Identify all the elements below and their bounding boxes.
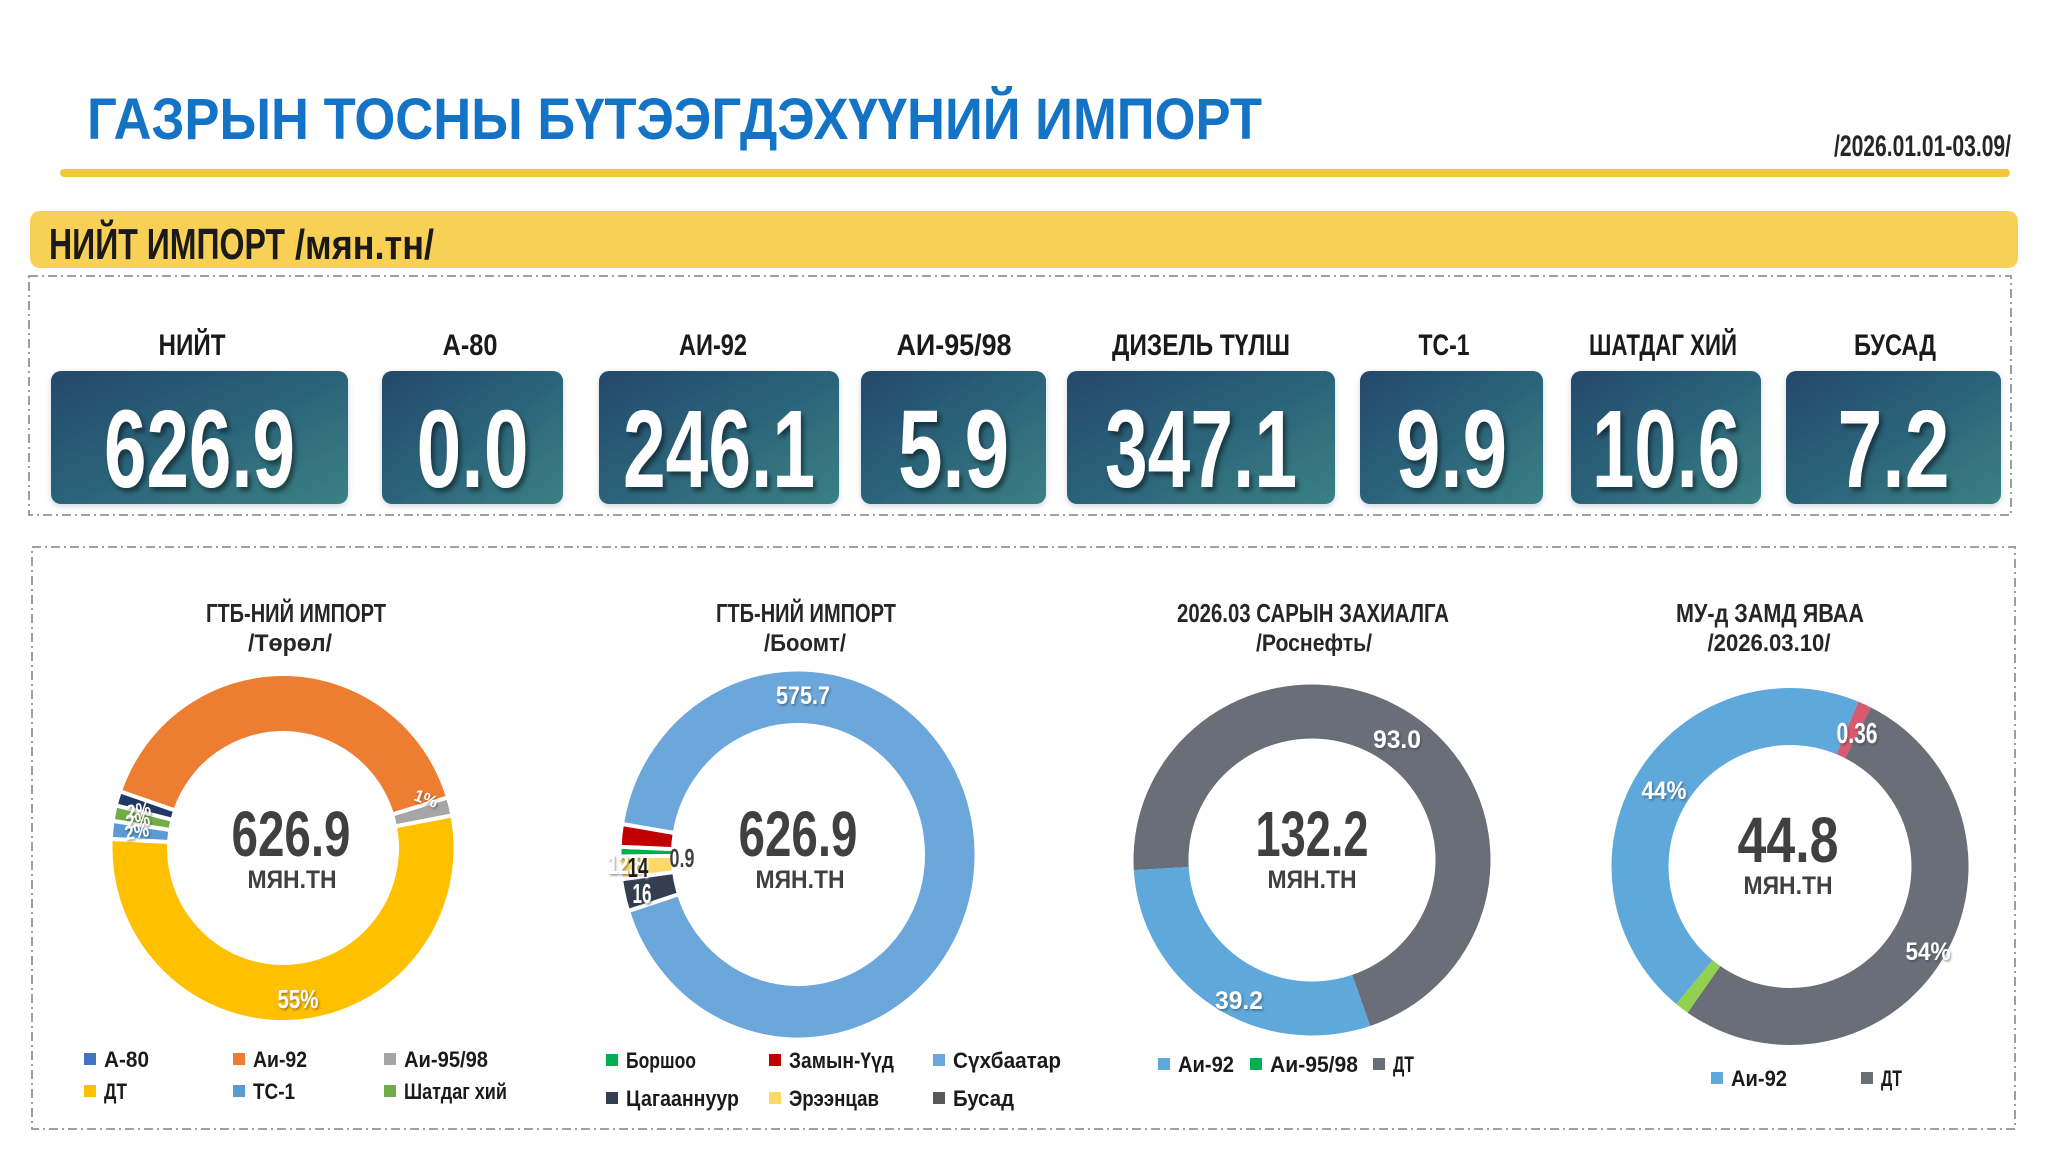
svg-text:/2026.03.10/: /2026.03.10/ [1708,630,1831,657]
svg-text:16: 16 [633,878,652,909]
svg-text:246.1: 246.1 [623,388,815,511]
svg-text:Бусад: Бусад [953,1086,1014,1111]
svg-text:МЯН.ТН: МЯН.ТН [1744,872,1833,900]
svg-text:Аи-95/98: Аи-95/98 [1270,1052,1358,1077]
svg-text:/2026.01.01-03.09/: /2026.01.01-03.09/ [1834,130,2011,163]
svg-text:Аи-95/98: Аи-95/98 [404,1047,488,1072]
svg-text:575.7: 575.7 [776,682,830,710]
svg-text:ГТБ-НИЙ ИМПОРТ: ГТБ-НИЙ ИМПОРТ [206,598,386,628]
svg-text:14: 14 [628,852,649,883]
svg-text:626.9: 626.9 [232,798,351,870]
svg-text:/Боомт/: /Боомт/ [764,630,846,657]
svg-text:54%: 54% [1906,938,1951,966]
svg-text:Замын-Үүд: Замын-Үүд [789,1048,894,1073]
svg-text:2%: 2% [124,808,152,834]
svg-text:НИЙТ: НИЙТ [159,328,226,362]
svg-text:ДТ: ДТ [1881,1066,1902,1091]
svg-text:Цагааннуур: Цагааннуур [626,1086,739,1111]
svg-text:МУ-д ЗАМД ЯВАА: МУ-д ЗАМД ЯВАА [1676,598,1864,628]
svg-text:А-80: А-80 [104,1047,149,1072]
svg-text:39.2: 39.2 [1215,987,1263,1015]
svg-text:132.2: 132.2 [1256,798,1369,870]
svg-text:ТС-1: ТС-1 [253,1079,295,1104]
svg-text:626.9: 626.9 [104,388,295,511]
svg-text:ШАТДАГ ХИЙ: ШАТДАГ ХИЙ [1589,328,1737,362]
svg-text:АИ-95/98: АИ-95/98 [897,329,1012,362]
svg-text:0.0: 0.0 [417,388,529,511]
svg-text:Аи-92: Аи-92 [253,1047,307,1072]
svg-text:ГТБ-НИЙ ИМПОРТ: ГТБ-НИЙ ИМПОРТ [716,598,896,628]
svg-text:А-80: А-80 [443,329,498,362]
svg-text:МЯН.ТН: МЯН.ТН [756,866,845,894]
svg-text:ГАЗРЫН ТОСНЫ БҮТЭЭГДЭХҮҮНИЙ ИМ: ГАЗРЫН ТОСНЫ БҮТЭЭГДЭХҮҮНИЙ ИМПОРТ [87,87,1262,152]
svg-text:НИЙТ ИМПОРТ/мян.тн/: НИЙТ ИМПОРТ/мян.тн/ [49,218,434,269]
svg-text:44.8: 44.8 [1738,804,1839,876]
svg-text:Шатдаг хий: Шатдаг хий [404,1079,507,1104]
svg-text:Боршоо: Боршоо [626,1048,696,1073]
svg-text:ТС-1: ТС-1 [1419,329,1470,362]
svg-text:44%: 44% [1642,777,1687,805]
svg-text:10.6: 10.6 [1592,388,1740,511]
svg-text:/Төрөл/: /Төрөл/ [248,630,332,657]
svg-text:0.36: 0.36 [1837,718,1878,750]
svg-text:АИ-92: АИ-92 [679,329,747,362]
svg-text:626.9: 626.9 [739,798,858,870]
svg-text:МЯН.ТН: МЯН.ТН [248,866,337,894]
svg-text:12.8: 12.8 [608,849,645,880]
svg-text:Сүхбаатар: Сүхбаатар [953,1048,1061,1073]
svg-text:МЯН.ТН: МЯН.ТН [1268,866,1357,894]
svg-text:Аи-92: Аи-92 [1178,1052,1234,1077]
svg-text:ДИЗЕЛЬ ТҮЛШ: ДИЗЕЛЬ ТҮЛШ [1112,329,1290,362]
svg-text:9.9: 9.9 [1396,388,1507,511]
svg-text:55%: 55% [278,984,319,1014]
svg-text:5.9: 5.9 [898,388,1009,511]
svg-text:2%: 2% [123,819,151,845]
svg-text:347.1: 347.1 [1105,388,1297,511]
svg-text:Аи-92: Аи-92 [1731,1066,1787,1091]
svg-text:БУСАД: БУСАД [1854,329,1936,362]
svg-text:2026.03 САРЫН ЗАХИАЛГА: 2026.03 САРЫН ЗАХИАЛГА [1177,598,1449,628]
svg-text:ДТ: ДТ [104,1079,127,1104]
svg-text:/Роснефть/: /Роснефть/ [1256,630,1372,657]
svg-text:Эрээнцав: Эрээнцав [789,1086,879,1111]
svg-text:7.2: 7.2 [1838,388,1950,511]
svg-text:ДТ: ДТ [1393,1052,1414,1077]
svg-text:0.9: 0.9 [670,843,695,873]
svg-text:93.0: 93.0 [1373,726,1421,754]
svg-text:2%: 2% [125,798,153,824]
